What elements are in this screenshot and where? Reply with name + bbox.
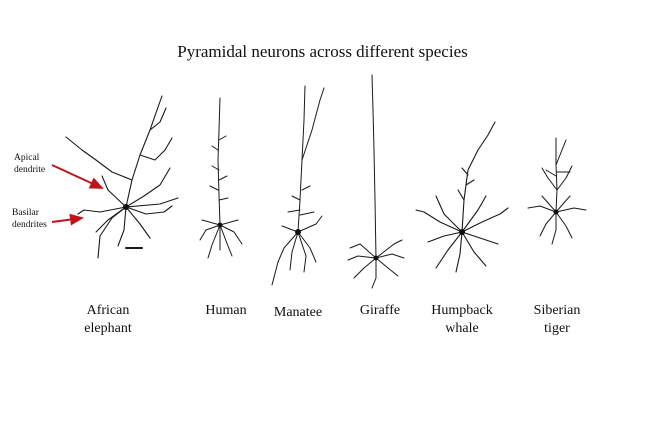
label-line: Human (205, 303, 247, 318)
annotation-line: Basilar (12, 208, 39, 218)
label-line: tiger (544, 321, 570, 336)
annotation-line: Apical (14, 153, 40, 163)
siberian-tiger-neuron (527, 137, 587, 245)
annotation-line: dendrites (12, 220, 47, 230)
apical-arrow (51, 164, 104, 189)
label-human: Human (196, 302, 256, 320)
giraffe-neuron (347, 74, 405, 289)
human-neuron (199, 97, 243, 259)
manatee-neuron (271, 85, 325, 286)
basilar-dendrites-annotation: Basilar dendrites (12, 207, 47, 231)
label-line: elephant (84, 321, 132, 336)
label-line: Giraffe (359, 303, 401, 318)
label-line: Manatee (273, 305, 323, 320)
label-line: Siberian (533, 303, 581, 318)
humpback-whale-neuron (415, 121, 509, 273)
label-line: African (86, 303, 130, 318)
figure-title: Pyramidal neurons across different speci… (177, 42, 468, 61)
apical-dendrite-annotation: Apical dendrite (14, 152, 45, 176)
label-manatee: Manatee (264, 304, 332, 322)
label-african-elephant: African elephant (68, 302, 148, 338)
label-humpback-whale: Humpback whale (420, 302, 504, 338)
label-giraffe: Giraffe (350, 302, 410, 320)
label-line: Humpback (431, 303, 493, 318)
label-line: whale (445, 321, 479, 336)
annotation-line: dendrite (14, 165, 46, 175)
elephant-neuron (65, 95, 179, 259)
basilar-arrow (51, 213, 84, 226)
label-siberian-tiger: Siberian tiger (522, 302, 592, 338)
